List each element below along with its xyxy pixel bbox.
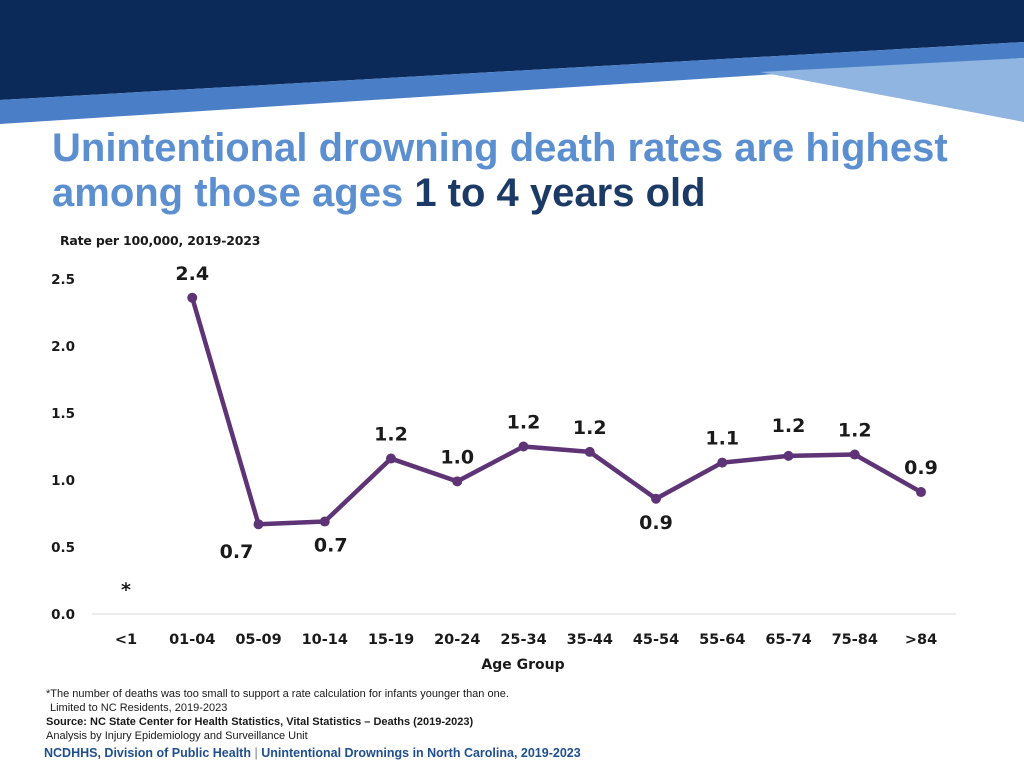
data-point: [518, 441, 529, 452]
x-tick-label: 05-09: [235, 632, 281, 648]
x-tick-label: 75-84: [832, 632, 878, 648]
data-label: 1.2: [573, 417, 607, 439]
title-part-2: 1 to 4 years old: [414, 171, 706, 215]
footer-org: NCDHHS, Division of Public Health: [44, 746, 251, 760]
x-tick-label: 10-14: [302, 632, 348, 648]
series-line: [190, 295, 924, 527]
data-point: [849, 449, 860, 460]
data-labels: * 2.4 0.7 0.7 1.2 1.0 1.2 1.2 0.9 1.1 1.2 1.2 0.9: [121, 263, 938, 601]
footer: NCDHHS, Division of Public Health | Unin…: [44, 746, 581, 760]
data-point: [717, 457, 728, 468]
x-tick-label: 01-04: [169, 632, 215, 648]
x-axis-ticks: <1 01-04 05-09 10-14 15-19 20-24 25-34 35-44 45-…: [115, 632, 937, 648]
x-tick-label: 35-44: [567, 632, 613, 648]
data-point: [253, 519, 264, 530]
footer-report-title: Unintentional Drownings in North Carolin…: [261, 746, 581, 760]
chart-subtitle: Rate per 100,000, 2019-2023: [60, 233, 261, 248]
data-point: [187, 292, 198, 303]
data-label: 0.7: [220, 541, 254, 563]
data-point: [584, 446, 595, 457]
data-point: [651, 493, 661, 504]
data-label: 0.9: [904, 457, 938, 479]
footnote-small-count: *The number of deaths was too small to s…: [46, 688, 509, 700]
data-point: [783, 450, 794, 461]
data-point: [319, 516, 330, 527]
x-tick-label: 20-24: [434, 632, 480, 648]
x-tick-label: 25-34: [500, 632, 546, 648]
title-part-1: Unintentional drowning death rates are h…: [52, 126, 948, 215]
footnote-analysis: Analysis by Injury Epidemiology and Surv…: [46, 730, 308, 742]
page-title: Unintentional drowning death rates are h…: [52, 126, 992, 216]
data-label: 0.9: [639, 512, 673, 534]
data-label: 1.2: [374, 424, 408, 446]
y-tick-label: 2.0: [51, 339, 75, 355]
x-tick-label: 55-64: [699, 632, 745, 648]
y-tick-label: 1.0: [51, 473, 75, 489]
data-label: 1.1: [705, 428, 739, 450]
line-chart: 0.0 0.5 1.0 1.5 2.0 2.5 <1 01-04 05-09 10-14 15-1…: [51, 263, 956, 673]
x-tick-label: <1: [115, 632, 137, 648]
y-tick-label: 2.5: [51, 272, 75, 288]
data-label: *: [121, 579, 131, 601]
footnote-residents: Limited to NC Residents, 2019-2023: [50, 702, 228, 714]
data-point: [386, 453, 396, 464]
footnote-source: Source: NC State Center for Health Stati…: [46, 716, 474, 728]
y-tick-label: 0.5: [51, 540, 75, 556]
y-tick-label: 1.5: [51, 406, 75, 422]
data-label: 2.4: [175, 263, 209, 285]
data-label: 1.2: [507, 412, 541, 434]
header-banner: [0, 0, 1024, 124]
x-tick-label: 45-54: [633, 632, 679, 648]
x-axis-title: Age Group: [481, 657, 564, 673]
x-tick-label: 65-74: [765, 632, 811, 648]
y-tick-label: 0.0: [51, 607, 75, 623]
data-label: 0.7: [314, 535, 348, 557]
data-label: 1.0: [440, 446, 474, 468]
x-tick-label: >84: [905, 632, 937, 648]
data-label: 1.2: [838, 420, 872, 442]
data-point: [452, 476, 463, 487]
data-point: [916, 487, 926, 498]
data-label: 1.2: [772, 415, 806, 437]
y-axis-ticks: 0.0 0.5 1.0 1.5 2.0 2.5: [51, 272, 75, 623]
x-tick-label: 15-19: [368, 632, 414, 648]
footer-separator: |: [254, 746, 258, 760]
data-points: [187, 292, 926, 530]
